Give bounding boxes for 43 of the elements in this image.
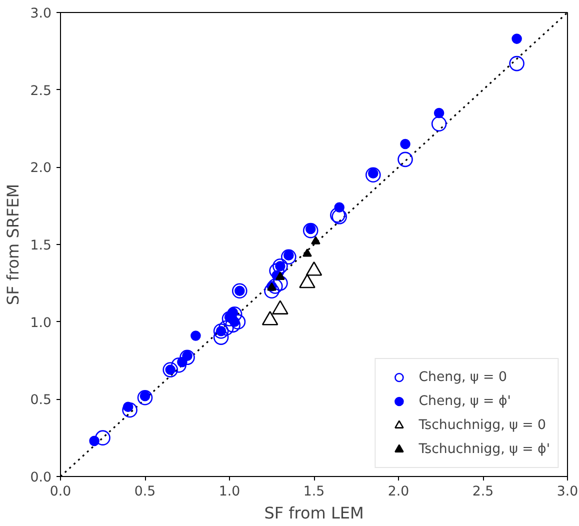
y-tick-label: 1.0 xyxy=(30,316,52,331)
point xyxy=(213,330,229,345)
point xyxy=(366,167,381,183)
point xyxy=(434,108,444,118)
legend-label: Cheng, ψ = 0 xyxy=(418,370,507,384)
point xyxy=(400,138,410,150)
y-tick-label: 3.0 xyxy=(30,6,52,22)
point xyxy=(334,202,344,213)
y-tick-label: 0.5 xyxy=(30,393,52,408)
point xyxy=(302,248,312,257)
point xyxy=(276,272,285,280)
point xyxy=(302,222,318,238)
legend-label: Tschuchnigg, ψ = ϕ' xyxy=(418,442,550,456)
x-axis-title: SF from LEM xyxy=(264,504,364,522)
point xyxy=(89,436,100,446)
y-axis-title: SF from SRFEM xyxy=(3,184,22,306)
point xyxy=(190,330,201,341)
point xyxy=(509,56,524,72)
point xyxy=(137,390,153,406)
point xyxy=(311,236,320,244)
y-tick-label: 1.5 xyxy=(30,238,52,254)
y-tick-label: 0.0 xyxy=(30,470,52,486)
point xyxy=(264,283,280,299)
x-tick-label: 1.5 xyxy=(303,484,325,500)
x-tick-label: 2.0 xyxy=(388,484,410,500)
point xyxy=(230,314,246,330)
x-tick-label: 0.0 xyxy=(50,484,72,500)
x-tick-label: 2.5 xyxy=(472,484,494,500)
x-tick-label: 0.5 xyxy=(134,484,156,500)
legend-label: Tschuchnigg, ψ = 0 xyxy=(418,418,546,432)
x-tick-label: 1.0 xyxy=(218,484,240,500)
point xyxy=(431,116,447,132)
point xyxy=(95,430,110,446)
y-tick-label: 2.0 xyxy=(30,161,52,176)
point xyxy=(281,249,296,265)
point xyxy=(122,402,138,418)
legend-label: Cheng, ψ = ϕ' xyxy=(418,394,511,408)
y-tick-label: 2.5 xyxy=(30,84,52,99)
point xyxy=(512,34,522,44)
point xyxy=(267,278,283,294)
point xyxy=(398,152,413,168)
point xyxy=(180,350,195,366)
x-tick-label: 3.0 xyxy=(556,484,578,500)
